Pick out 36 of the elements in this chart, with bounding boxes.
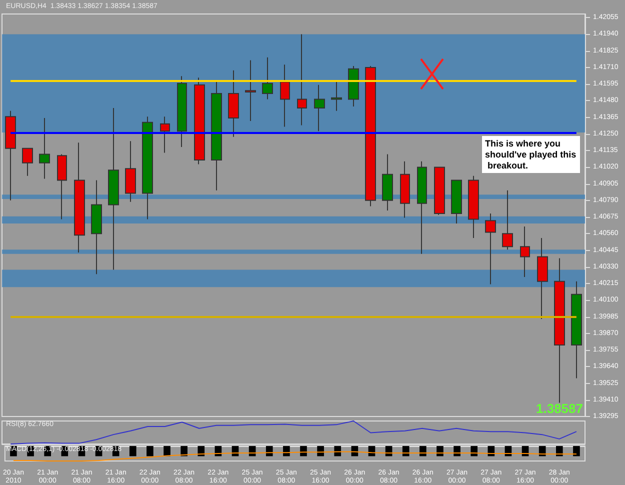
candlestick [177, 76, 187, 148]
candlestick [434, 166, 445, 216]
candlestick [228, 70, 239, 138]
candlestick [451, 180, 462, 224]
annotation: 1.38587 [536, 401, 584, 416]
candlestick [142, 116, 153, 220]
candlestick [280, 64, 290, 128]
candlestick [314, 84, 325, 132]
candlestick [331, 81, 342, 112]
candlestick [262, 56, 273, 100]
candlestick [382, 154, 393, 212]
candlestick [485, 212, 496, 285]
candlestick [400, 160, 410, 218]
candlestick [160, 116, 170, 154]
candlestick [211, 80, 222, 191]
candlestick [417, 160, 427, 254]
candlestick [537, 238, 548, 320]
candlestick [348, 66, 359, 107]
candlestick [194, 77, 205, 165]
candlestick [74, 142, 85, 253]
candlestick [520, 226, 530, 278]
candlestick [554, 258, 565, 404]
candlestick [365, 66, 376, 207]
candlestick [297, 34, 307, 126]
candlestick [22, 148, 33, 176]
candlestick [502, 190, 513, 250]
candlestick [571, 280, 582, 379]
candlestick [5, 110, 16, 201]
candlestick [39, 118, 50, 180]
annotation: This is where you should've played this breakout. [485, 138, 576, 170]
candlestick [57, 154, 67, 220]
candlestick [91, 180, 102, 275]
candlestick [468, 175, 479, 239]
candlestick [125, 140, 136, 202]
candlestick [108, 107, 119, 270]
candlestick [245, 60, 256, 122]
